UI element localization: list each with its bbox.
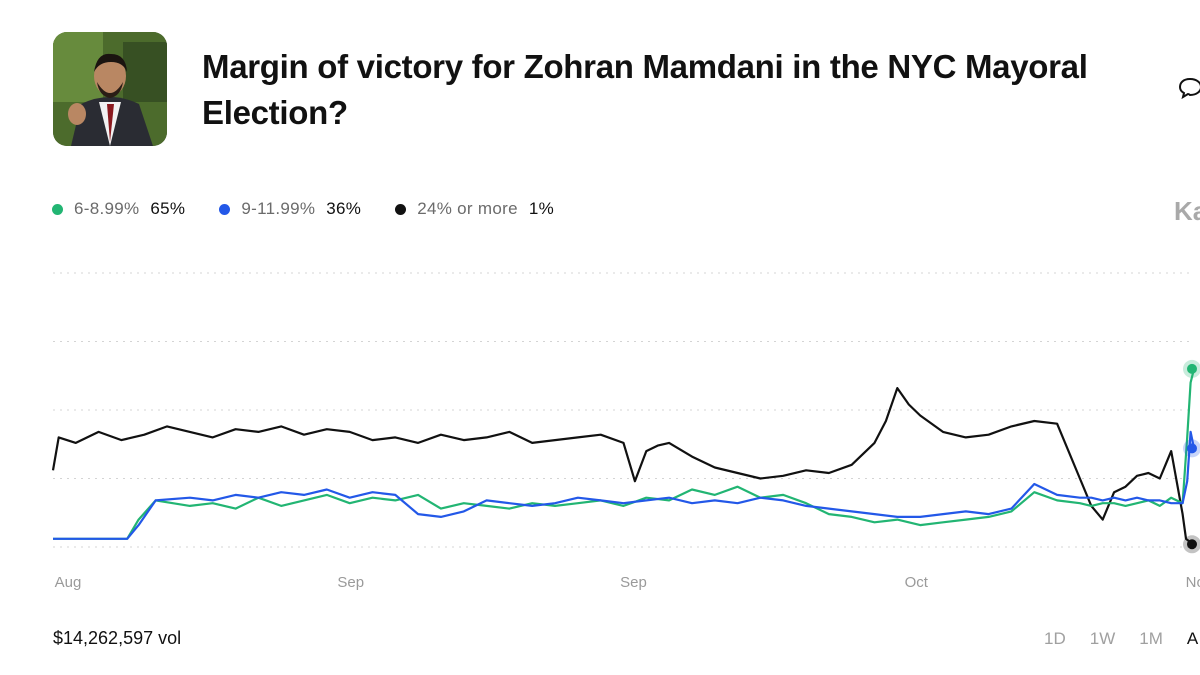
legend-value: 36% xyxy=(326,199,362,218)
legend-item-9-11-99[interactable]: 9-11.99% 36% xyxy=(219,199,361,219)
series-end-marker-2 xyxy=(1187,539,1197,550)
legend-dot-green xyxy=(52,203,63,215)
legend-value: 65% xyxy=(150,199,186,218)
range-all-button[interactable]: A xyxy=(1186,629,1199,648)
x-tick-label: Sep xyxy=(620,574,647,591)
legend-label: 9-11.99% xyxy=(241,199,316,218)
legend-value: 1% xyxy=(528,199,555,218)
legend-item-6-8-99[interactable]: 6-8.99% 65% xyxy=(52,199,185,219)
legend-dot-black xyxy=(395,203,407,215)
time-range-selector: 1D 1W 1M A xyxy=(1044,629,1200,649)
series-line-2 xyxy=(51,387,1195,546)
x-tick-label: Nov xyxy=(1186,574,1200,591)
series-line-0 xyxy=(53,368,1196,540)
legend-label: 24% or more xyxy=(417,199,518,218)
legend-dot-blue xyxy=(219,203,231,215)
chart-legend: 6-8.99% 65% 9-11.99% 36% 24% or more 1% xyxy=(52,199,588,219)
market-title: Margin of victory for Zohran Mamdani in … xyxy=(202,48,1088,131)
volume-label: $14,262,597 vol xyxy=(53,628,182,648)
legend-item-24-or-more[interactable]: 24% or more 1% xyxy=(395,199,554,219)
market-avatar xyxy=(53,32,167,146)
x-tick-label: Aug xyxy=(55,574,82,591)
range-1m-button[interactable]: 1M xyxy=(1139,629,1163,648)
comment-icon[interactable] xyxy=(1178,76,1200,100)
series-end-marker-0 xyxy=(1187,363,1197,374)
x-tick-label: Oct xyxy=(905,574,929,591)
price-chart[interactable]: Aug Sep Sep Oct Nov xyxy=(0,260,1200,600)
series-end-marker-1 xyxy=(1187,443,1197,454)
brand-logo-partial: Ka xyxy=(1174,196,1200,226)
range-1d-button[interactable]: 1D xyxy=(1044,629,1066,648)
series-line-1 xyxy=(53,430,1196,540)
legend-label: 6-8.99% xyxy=(74,199,140,218)
x-tick-label: Sep xyxy=(337,574,364,591)
range-1w-button[interactable]: 1W xyxy=(1089,629,1116,648)
